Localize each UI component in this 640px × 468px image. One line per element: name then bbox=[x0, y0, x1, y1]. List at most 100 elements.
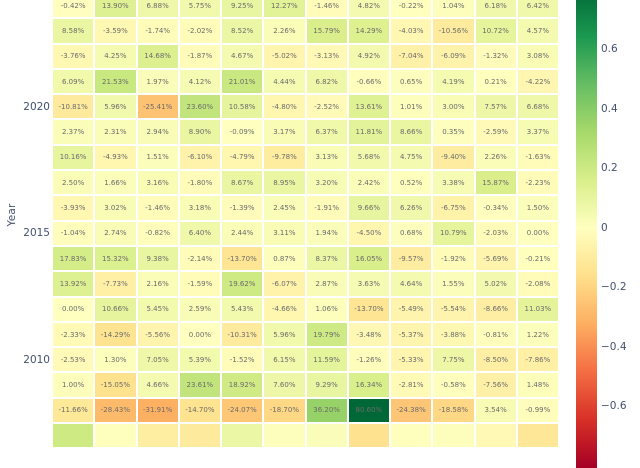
heatmap-cell: 9.38% bbox=[137, 246, 178, 271]
heatmap-cell: 10.79% bbox=[433, 221, 474, 245]
heatmap-cell: -8.50% bbox=[475, 348, 516, 372]
heatmap-cell bbox=[475, 424, 516, 448]
heatmap-cell: 2.26% bbox=[475, 145, 516, 170]
returns-heatmap-figure: Year 2020 2015 2010 -0.42% 13.90% 6.88% 5.75%… bbox=[6, 0, 627, 468]
heatmap-cell: -18.70% bbox=[264, 398, 305, 423]
y-tick-label: 2010 bbox=[23, 353, 50, 366]
heatmap-cell: -1.63% bbox=[517, 145, 558, 170]
heatmap-cell: 3.63% bbox=[348, 272, 389, 296]
y-tick-label: 2020 bbox=[23, 100, 50, 113]
heatmap-cell: 36.20% bbox=[306, 398, 347, 423]
heatmap-cell: -1.92% bbox=[433, 246, 474, 271]
heatmap-cell: 19.62% bbox=[222, 272, 263, 296]
heatmap-cell: 1.48% bbox=[517, 373, 558, 397]
heatmap-cell: 4.82% bbox=[348, 0, 389, 18]
heatmap-cell: -10.81% bbox=[53, 95, 94, 119]
heatmap-cell: -1.46% bbox=[306, 0, 347, 18]
heatmap-cell: 7.05% bbox=[137, 348, 178, 372]
heatmap-cell: 14.29% bbox=[348, 19, 389, 43]
heatmap-cell: 7.75% bbox=[433, 348, 474, 372]
heatmap-cell: 3.02% bbox=[95, 196, 136, 220]
heatmap-cell: 1.22% bbox=[517, 322, 558, 347]
heatmap-cell: -1.59% bbox=[179, 272, 220, 296]
heatmap-cell: -31.91% bbox=[137, 398, 178, 423]
heatmap-cell: -14.70% bbox=[179, 398, 220, 423]
heatmap-cell: 1.55% bbox=[433, 272, 474, 296]
heatmap-cell: 13.61% bbox=[348, 95, 389, 119]
heatmap-cell: -15.05% bbox=[95, 373, 136, 397]
heatmap-cell: 6.37% bbox=[306, 120, 347, 144]
heatmap-cell: -28.43% bbox=[95, 398, 136, 423]
heatmap-cell: -0.34% bbox=[475, 196, 516, 220]
heatmap-cell: 1.50% bbox=[517, 196, 558, 220]
heatmap-cell: 11.81% bbox=[348, 120, 389, 144]
heatmap-cell: 0.21% bbox=[475, 69, 516, 94]
heatmap-cell: -3.13% bbox=[306, 44, 347, 68]
colorbar-tick-label: 0.4 bbox=[601, 102, 618, 115]
heatmap-cell: -0.58% bbox=[433, 373, 474, 397]
y-axis-label: Year bbox=[6, 203, 18, 227]
heatmap-cell: -2.33% bbox=[53, 322, 94, 347]
heatmap-cell: 18.92% bbox=[222, 373, 263, 397]
heatmap-cell: 12.27% bbox=[264, 0, 305, 18]
heatmap-cell: -0.42% bbox=[53, 0, 94, 18]
y-tick-label: 2015 bbox=[23, 227, 50, 240]
heatmap-cell: 8.90% bbox=[179, 120, 220, 144]
heatmap-cell: 15.32% bbox=[95, 246, 136, 271]
heatmap-cell: -3.48% bbox=[348, 322, 389, 347]
heatmap-cell: 2.50% bbox=[53, 171, 94, 195]
heatmap-cell: 5.45% bbox=[137, 297, 178, 321]
heatmap-cell: -0.81% bbox=[475, 322, 516, 347]
heatmap-cell: 7.60% bbox=[264, 373, 305, 397]
colorbar-tick-label: 0 bbox=[601, 221, 608, 234]
heatmap-cell: 0.52% bbox=[391, 171, 432, 195]
heatmap-cell bbox=[433, 424, 474, 448]
heatmap-cell: -5.33% bbox=[391, 348, 432, 372]
heatmap-cell: 4.92% bbox=[348, 44, 389, 68]
heatmap-cell: 11.59% bbox=[306, 348, 347, 372]
heatmap-cell: 3.11% bbox=[264, 221, 305, 245]
heatmap-cell: -2.81% bbox=[391, 373, 432, 397]
heatmap-cell: -1.87% bbox=[179, 44, 220, 68]
heatmap-cell: -5.49% bbox=[391, 297, 432, 321]
heatmap-cell: 14.68% bbox=[137, 44, 178, 68]
heatmap-cell: 8.58% bbox=[53, 19, 94, 43]
heatmap-cell: -5.02% bbox=[264, 44, 305, 68]
heatmap-cell: -1.39% bbox=[222, 196, 263, 220]
heatmap-cell: 16.05% bbox=[348, 246, 389, 271]
heatmap-cell: -24.38% bbox=[391, 398, 432, 423]
heatmap-cell: -9.78% bbox=[264, 145, 305, 170]
heatmap-cell: -0.22% bbox=[391, 0, 432, 18]
heatmap-cell bbox=[517, 424, 558, 448]
heatmap-cell: -0.09% bbox=[222, 120, 263, 144]
heatmap-cell: 10.16% bbox=[53, 145, 94, 170]
heatmap-cell: 3.00% bbox=[433, 95, 474, 119]
heatmap-cell: -2.52% bbox=[306, 95, 347, 119]
heatmap-cell bbox=[391, 424, 432, 448]
heatmap-cell: 9.66% bbox=[348, 196, 389, 220]
heatmap-cell: 9.29% bbox=[306, 373, 347, 397]
colorbar-tick-label: −0.4 bbox=[601, 340, 627, 353]
heatmap-cell: -1.80% bbox=[179, 171, 220, 195]
heatmap-cell: 2.37% bbox=[53, 120, 94, 144]
heatmap-cell: -5.56% bbox=[137, 322, 178, 347]
heatmap-cell: -6.75% bbox=[433, 196, 474, 220]
heatmap-cell: 5.39% bbox=[179, 348, 220, 372]
heatmap-cell: 17.83% bbox=[53, 246, 94, 271]
heatmap-cell bbox=[222, 424, 263, 448]
heatmap-grid: -0.42% 13.90% 6.88% 5.75% 9.25% 12.27% -1.46% 4… bbox=[53, 0, 558, 448]
heatmap-cell: 5.75% bbox=[179, 0, 220, 18]
heatmap-cell: 2.45% bbox=[264, 196, 305, 220]
heatmap-cell: 6.40% bbox=[179, 221, 220, 245]
heatmap-cell: -3.93% bbox=[53, 196, 94, 220]
heatmap-cell: 21.53% bbox=[95, 69, 136, 94]
heatmap-cell: 1.94% bbox=[306, 221, 347, 245]
heatmap-cell: 8.66% bbox=[391, 120, 432, 144]
heatmap-cell: 13.90% bbox=[95, 0, 136, 18]
heatmap-cell: 5.43% bbox=[222, 297, 263, 321]
heatmap-cell bbox=[179, 424, 220, 448]
heatmap-cell: -9.40% bbox=[433, 145, 474, 170]
heatmap-cell: -14.29% bbox=[95, 322, 136, 347]
heatmap-cell: 4.12% bbox=[179, 69, 220, 94]
heatmap-cell: -2.08% bbox=[517, 272, 558, 296]
